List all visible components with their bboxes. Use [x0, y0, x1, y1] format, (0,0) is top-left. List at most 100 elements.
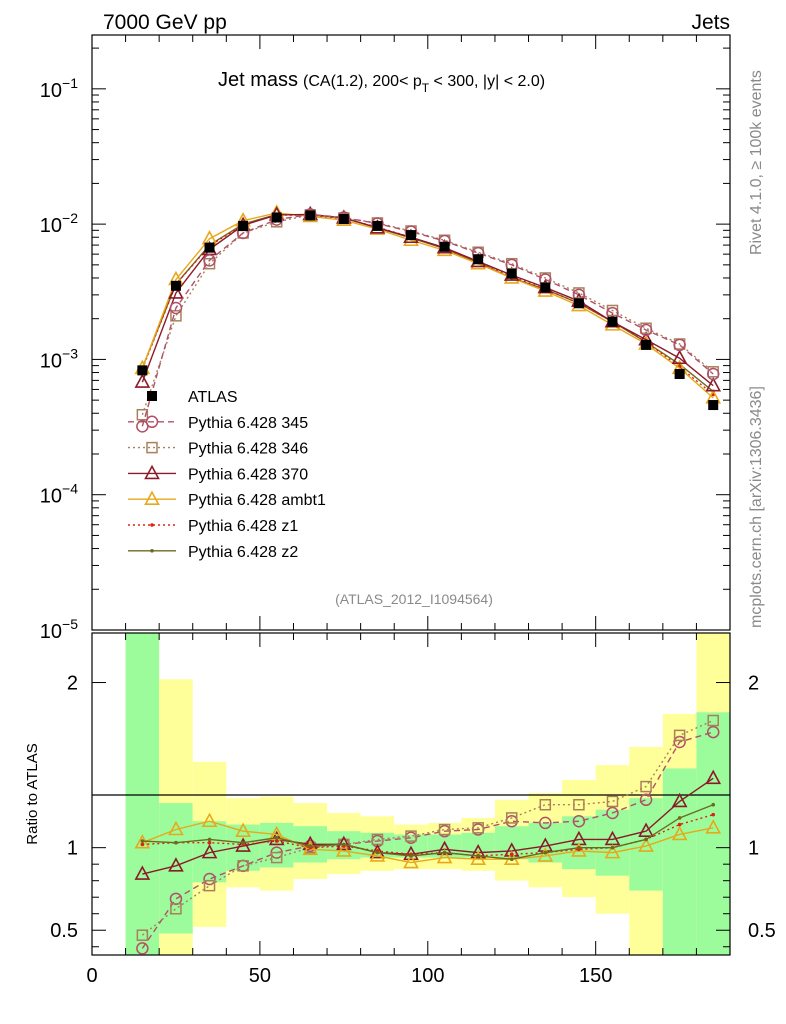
ratio-series-group — [134, 714, 722, 955]
ratio-point-370 — [201, 843, 218, 859]
ratio-point-370 — [335, 835, 352, 851]
main-y-tick-label: 10−5 — [40, 616, 78, 643]
data-point-ATLAS — [540, 282, 551, 293]
green-band-bin — [629, 798, 663, 891]
series-z2 — [140, 212, 716, 394]
ratio-plot-frame — [91, 632, 731, 956]
ratio-point-z2 — [140, 839, 145, 843]
ratio-point-ambt1 — [335, 842, 352, 857]
ratio-point-346 — [270, 851, 283, 864]
ratio-y-label: Ratio to ATLAS — [24, 743, 41, 844]
data-point-345 — [639, 323, 653, 337]
ratio-point-370 — [235, 837, 251, 852]
ratio-point-z2 — [375, 850, 380, 855]
ratio-point-346 — [606, 795, 619, 808]
ratio-point-346 — [573, 798, 585, 811]
series-line-345 — [141, 213, 714, 427]
ratio-point-z1 — [140, 842, 145, 847]
ratio-y-tick-label: 2 — [67, 673, 78, 695]
data-point-ATLAS — [439, 241, 450, 252]
main-series-group — [134, 204, 722, 433]
main-y-tick-base: 10 — [40, 486, 62, 508]
data-point-ATLAS — [406, 230, 416, 241]
ratio-point-z1 — [677, 822, 682, 827]
ratio-point-346 — [170, 903, 182, 915]
ratio-point-345 — [606, 806, 619, 820]
series-line-370 — [141, 213, 714, 387]
series-z1 — [140, 213, 716, 397]
legend-label-z1: Pythia 6.428 z1 — [188, 518, 298, 535]
x-axis: 0 50 100 150 — [86, 35, 731, 987]
ratio-point-ambt1 — [403, 853, 419, 869]
ratio-point-ambt1 — [302, 840, 319, 856]
main-y-tick-base: 10 — [40, 80, 62, 102]
ratio-point-345 — [639, 793, 653, 807]
series-line-z2 — [141, 213, 714, 392]
legend-entry-370: Pythia 6.428 370 — [128, 464, 308, 483]
ratio-point-ambt1 — [638, 837, 654, 852]
ratio-series-z2 — [140, 802, 716, 862]
main-y-tick-base: 10 — [40, 215, 62, 237]
green-band-bin — [125, 633, 160, 955]
data-point-ATLAS — [607, 316, 618, 327]
x-tick-label: 50 — [249, 965, 271, 987]
ratio-point-ambt1 — [168, 820, 184, 836]
legend-label-ATLAS: ATLAS — [188, 389, 238, 406]
legend-entry-ambt1: Pythia 6.428 ambt1 — [128, 490, 326, 509]
ratio-y-tick-label-right: 1 — [748, 838, 759, 860]
ratio-point-370 — [638, 822, 654, 837]
main-y-tick-base: 10 — [40, 350, 62, 372]
legend-entry-z2: Pythia 6.428 z2 — [128, 544, 298, 561]
x-tick-label: 150 — [579, 965, 612, 987]
ratio-point-346 — [405, 830, 417, 842]
main-y-tick-exponent: −1 — [62, 75, 78, 91]
main-plot-frame — [91, 34, 731, 631]
chart-title-detail: (CA(1.2), 200< p — [303, 73, 422, 90]
ratio-point-346 — [438, 823, 451, 836]
ratio-point-ambt1 — [470, 850, 487, 866]
ratio-point-z1 — [207, 840, 212, 845]
ratio-point-346 — [136, 929, 149, 941]
legend-marker-ambt1 — [144, 490, 160, 505]
ratio-point-ambt1 — [201, 812, 218, 828]
ratio-point-ambt1 — [235, 822, 251, 837]
ratio-point-ambt1 — [604, 843, 621, 859]
ratio-point-345 — [539, 816, 552, 830]
ratio-point-346 — [237, 860, 249, 872]
main-y-tick-exponent: −5 — [62, 616, 78, 632]
legend-label-345: Pythia 6.428 345 — [188, 415, 308, 432]
chart-title-main: Jet mass — [218, 69, 298, 91]
chart-title: Jet mass (CA(1.2), 200< pT < 300, |y| < 2… — [218, 69, 545, 95]
ratio-point-370 — [134, 865, 151, 880]
legend-label-346: Pythia 6.428 346 — [188, 441, 308, 458]
ratio-point-z2 — [476, 854, 480, 858]
ratio-point-z2 — [207, 837, 212, 842]
legend-label-370: Pythia 6.428 370 — [188, 466, 308, 483]
data-point-ATLAS — [305, 210, 316, 221]
ratio-point-z2 — [308, 844, 313, 848]
data-point-346 — [170, 310, 182, 322]
data-point-345 — [203, 254, 216, 267]
mcplots-label: mcplots.cern.ch [arXiv:1306.3436] — [748, 386, 765, 628]
ratio-point-345 — [136, 942, 149, 955]
data-point-ATLAS — [338, 214, 349, 225]
legend: ATLAS Pythia 6.428 345 Pythia 6.428 346 Pyt… — [128, 389, 326, 561]
data-point-ATLAS — [573, 298, 584, 309]
process-label: Jets — [691, 11, 730, 34]
main-y-tick-label: 10−3 — [40, 345, 78, 372]
data-point-345 — [706, 367, 720, 381]
legend-entry-346: Pythia 6.428 346 — [128, 441, 308, 458]
ratio-line-z2 — [142, 804, 714, 860]
data-point-ATLAS — [372, 220, 383, 231]
series-ATLAS — [137, 210, 719, 411]
chart-title-detail-post: < 300, |y| < 2.0) — [429, 73, 545, 90]
legend-entry-z1: Pythia 6.428 z1 — [128, 518, 298, 535]
ratio-line-ambt1 — [142, 820, 714, 864]
legend-label-z2: Pythia 6.428 z2 — [188, 544, 298, 561]
main-y-tick-exponent: −4 — [62, 481, 78, 497]
data-point-ATLAS — [708, 400, 719, 411]
data-point-345 — [169, 301, 183, 315]
legend-entry-ATLAS: ATLAS — [147, 389, 238, 406]
chart-title-sub: T — [422, 81, 430, 95]
data-point-ATLAS — [641, 339, 652, 350]
